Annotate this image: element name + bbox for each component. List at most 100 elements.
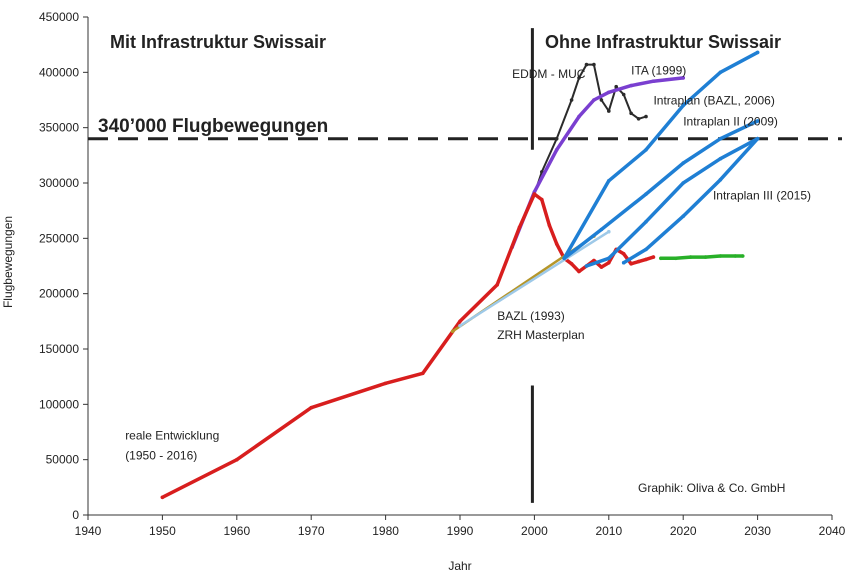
- series-point-0: [584, 62, 589, 67]
- y-tick-label: 300000: [39, 176, 79, 190]
- series-line-2: [160, 192, 656, 500]
- series-point-2: [644, 257, 648, 262]
- series-point-6: [755, 50, 760, 55]
- series-point-2: [599, 265, 604, 269]
- series-point-2: [577, 269, 581, 274]
- series-point-0: [636, 117, 641, 121]
- annotation-label: ITA (1999): [631, 64, 686, 78]
- series-point-3: [703, 255, 708, 259]
- series-point-3: [688, 255, 693, 259]
- series-point-7: [562, 256, 566, 261]
- x-tick-label: 2030: [744, 524, 771, 538]
- series-line-7: [562, 119, 760, 261]
- series-point-1: [629, 83, 633, 88]
- x-tick-label: 2020: [670, 524, 697, 538]
- y-tick-label: 450000: [39, 10, 79, 24]
- series-point-3: [740, 254, 745, 258]
- series-point-2: [636, 259, 641, 264]
- series-point-2: [621, 252, 626, 256]
- series-point-8: [644, 219, 648, 224]
- region-right-title: Ohne Infrastruktur Swissair: [545, 32, 781, 52]
- annotation-label: ZRH Masterplan: [497, 328, 584, 342]
- threshold-label: 340’000 Flugbewegungen: [98, 116, 328, 137]
- annotation-label: EDDM - MUC: [512, 67, 586, 81]
- series-line-8: [584, 136, 760, 268]
- series-point-1: [607, 90, 611, 95]
- annotation-label: Intraplan III (2015): [713, 189, 811, 203]
- series-point-0: [629, 111, 633, 116]
- annotation-group: EDDM - MUC ITA (1999) Intraplan (BAZL, 200…: [125, 64, 811, 463]
- series-line-0: [533, 63, 647, 196]
- x-tick-label: 1940: [75, 524, 102, 538]
- series-group: [160, 50, 760, 500]
- series-point-6: [644, 148, 648, 152]
- series-point-3: [659, 256, 663, 261]
- x-axis-title: Jahr: [448, 559, 471, 573]
- series-point-0: [569, 98, 574, 102]
- series-point-9: [755, 136, 760, 141]
- series-point-7: [681, 161, 685, 165]
- series-point-1: [577, 114, 581, 119]
- series-point-3: [674, 256, 678, 261]
- series-point-5: [607, 229, 611, 234]
- annotation-label: reale Entwicklung: [125, 429, 219, 443]
- series-point-9: [644, 247, 648, 252]
- series-point-0: [592, 62, 596, 67]
- series-point-1: [592, 98, 596, 102]
- series-point-7: [755, 119, 760, 123]
- series-point-0: [554, 136, 559, 141]
- y-tick-label: 0: [72, 508, 79, 522]
- series-point-8: [607, 256, 611, 261]
- y-tick-label: 350000: [39, 121, 79, 135]
- series-point-3: [718, 254, 723, 258]
- y-tick-label: 400000: [39, 65, 79, 79]
- series-point-2: [629, 262, 633, 266]
- series-line-3: [659, 254, 745, 261]
- series-point-9: [681, 214, 685, 218]
- series-point-9: [718, 177, 723, 182]
- credit-label: Graphik: Oliva & Co. GmbH: [638, 481, 785, 495]
- series-point-0: [599, 98, 604, 102]
- series-point-2: [160, 495, 165, 500]
- series-point-5: [458, 324, 462, 328]
- series-point-2: [554, 242, 559, 246]
- series-point-2: [651, 255, 656, 259]
- series-point-0: [614, 84, 618, 89]
- x-tick-label: 2010: [595, 524, 622, 538]
- series-point-2: [540, 197, 544, 202]
- x-tick-label: 2040: [819, 524, 846, 538]
- annotation-label: Intraplan II (2009): [683, 114, 778, 128]
- series-point-0: [577, 76, 581, 80]
- series-point-6: [681, 103, 685, 108]
- series-point-2: [547, 223, 552, 227]
- series-point-9: [621, 260, 626, 265]
- x-tick-label: 1980: [372, 524, 399, 538]
- series-point-1: [651, 79, 656, 83]
- series-point-1: [554, 148, 559, 152]
- series-point-0: [644, 114, 648, 119]
- axes-group: 1940 1950 1960 1970 1980 1990 2000 2010 2020 2030…: [39, 10, 846, 538]
- series-point-0: [607, 109, 611, 113]
- series-point-2: [569, 262, 574, 266]
- series-point-2: [517, 225, 522, 230]
- y-tick-label: 200000: [39, 287, 79, 301]
- overlay-group: [88, 28, 842, 503]
- series-point-8: [681, 181, 685, 185]
- series-point-2: [607, 260, 611, 265]
- series-point-2: [495, 283, 500, 287]
- y-tick-label: 100000: [39, 397, 79, 411]
- series-point-0: [621, 92, 626, 97]
- series-point-6: [718, 70, 723, 75]
- x-tick-label: 1950: [149, 524, 176, 538]
- annotation-label: BAZL (1993): [497, 309, 565, 323]
- y-tick-label: 150000: [39, 342, 79, 356]
- series-point-7: [718, 136, 723, 141]
- series-line-6: [562, 50, 760, 261]
- y-tick-label: 50000: [46, 453, 80, 467]
- series-point-6: [607, 179, 611, 183]
- annotation-label: Intraplan (BAZL, 2006): [653, 93, 774, 107]
- x-tick-label: 1990: [447, 524, 474, 538]
- annotation-label: (1950 - 2016): [125, 449, 197, 463]
- series-line-5: [458, 230, 611, 328]
